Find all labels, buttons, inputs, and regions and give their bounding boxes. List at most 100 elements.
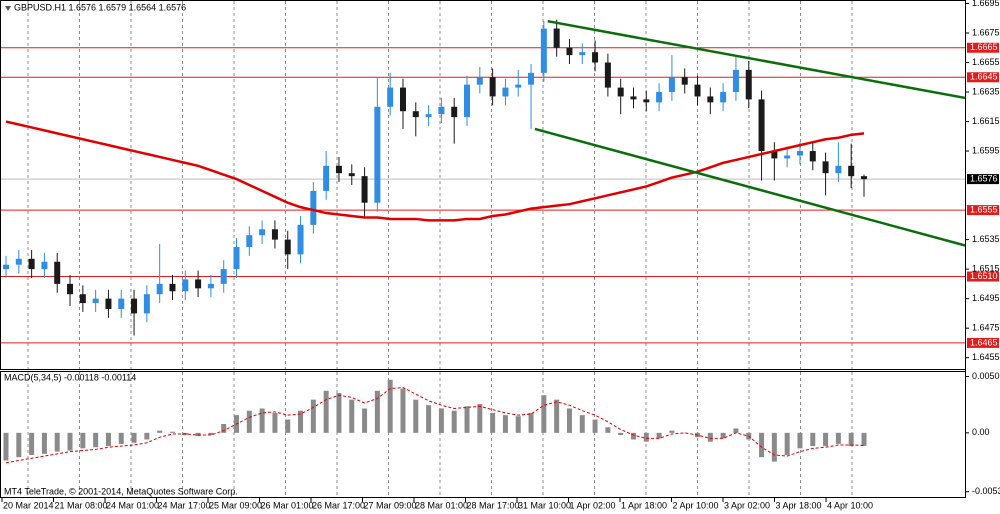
macd-bar: [144, 432, 150, 440]
macd-bar: [298, 410, 304, 433]
x-tick-label: 28 Mar 01:00: [415, 500, 468, 510]
candle-body: [835, 165, 842, 174]
candle-body: [246, 235, 253, 247]
candle-body: [259, 229, 266, 236]
candle-body: [502, 87, 509, 97]
level-label-box: [967, 72, 999, 83]
candle-body: [348, 173, 355, 177]
macd-bar: [246, 410, 252, 433]
macd-bar: [707, 432, 713, 442]
level-label-box: [967, 42, 999, 53]
candle-body: [15, 258, 22, 265]
level-label-box: [967, 337, 999, 348]
x-tick-label: 2 Apr 10:00: [673, 500, 719, 510]
macd-bar: [387, 379, 393, 433]
level-label-box: [967, 271, 999, 282]
candle-body: [284, 239, 291, 255]
y-tick-label: 1.6635: [972, 86, 1000, 96]
candle-body: [233, 246, 240, 270]
candle-body: [579, 52, 586, 56]
macd-bar: [451, 410, 457, 433]
level-label: 1.6465: [970, 337, 998, 347]
x-tick-label: 3 Apr 18:00: [776, 500, 822, 510]
candle-body: [630, 96, 637, 100]
candle-body: [79, 294, 86, 304]
y-tick-label: 1.6535: [972, 234, 1000, 244]
level-label: 1.6665: [970, 42, 998, 52]
macd-bar: [502, 415, 508, 433]
candle-body: [169, 283, 176, 292]
trend-line: [547, 19, 966, 100]
macd-bar: [771, 432, 777, 462]
macd-bar: [400, 388, 406, 433]
macd-bar: [157, 430, 163, 433]
macd-bar: [323, 390, 329, 433]
x-tick-label: 24 Mar 17:00: [158, 500, 211, 510]
candle-body: [668, 77, 675, 93]
candle-body: [335, 165, 342, 174]
macd-bar: [630, 432, 636, 440]
y-tick-label: 1.6455: [972, 352, 1000, 362]
macd-bar: [835, 432, 841, 444]
candle-body: [54, 261, 61, 284]
macd-bar: [272, 412, 278, 433]
candle-body: [528, 72, 535, 85]
macd-bar: [656, 432, 662, 439]
candle-body: [182, 279, 189, 292]
symbol-icon: [5, 6, 11, 11]
macd-bar: [16, 432, 22, 458]
y-tick-label: 1.6655: [972, 57, 1000, 67]
macd-bar: [41, 432, 47, 454]
macd-bar: [720, 432, 726, 439]
macd-bar: [131, 432, 137, 443]
current-price-box: [967, 174, 999, 185]
macd-bar: [29, 432, 35, 455]
candle-body: [681, 77, 688, 85]
macd-bar: [426, 405, 432, 433]
macd-bar: [861, 432, 867, 446]
candle-body: [195, 279, 202, 289]
macd-bar: [566, 408, 572, 433]
macd-bar: [67, 432, 73, 451]
macd-bar: [374, 390, 380, 433]
x-tick-label: 27 Mar 09:00: [364, 500, 417, 510]
macd-bar: [413, 399, 419, 433]
candle-body: [451, 106, 458, 118]
macd-bar: [515, 416, 521, 433]
candle-body: [848, 165, 855, 177]
candle-body: [656, 92, 663, 103]
macd-bar: [823, 432, 829, 447]
macd-bar: [797, 432, 803, 449]
macd-y-tick-label: 0.00: [972, 427, 990, 437]
candle-body: [438, 106, 445, 115]
macd-bar: [528, 412, 534, 433]
macd-bar: [105, 432, 111, 447]
candle-body: [118, 298, 125, 309]
macd-bar: [579, 415, 585, 433]
macd-bar: [208, 432, 214, 436]
candle-body: [361, 176, 368, 203]
macd-bar: [643, 432, 649, 442]
candle-body: [412, 111, 419, 118]
candle-body: [464, 84, 471, 118]
candle-body: [771, 151, 778, 159]
candle-body: [796, 151, 803, 156]
level-label-box: [967, 205, 999, 216]
macd-bar: [310, 399, 316, 433]
candle-body: [41, 261, 48, 270]
macd-bar: [682, 432, 688, 434]
candle-body: [374, 106, 381, 203]
candle-body: [643, 99, 650, 103]
candle-body: [822, 161, 829, 174]
candle-body: [143, 294, 150, 314]
candle-body: [489, 77, 496, 97]
moving-average: [5, 120, 865, 222]
x-tick-label: 26 Mar 01:00: [261, 500, 314, 510]
price-panel: [0, 0, 966, 370]
candle-body: [566, 47, 573, 56]
candle-body: [387, 87, 394, 107]
y-tick-label: 1.6475: [972, 323, 1000, 333]
level-label: 1.6645: [970, 72, 998, 82]
macd-bar: [759, 432, 765, 458]
